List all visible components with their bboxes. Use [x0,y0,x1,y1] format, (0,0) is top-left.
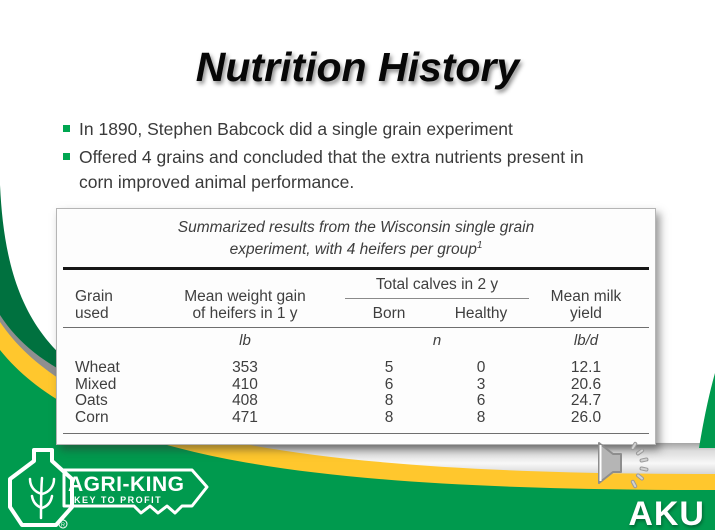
slide-title: Nutrition History [195,44,520,90]
corn-plant-icon [28,476,56,520]
bullet-item: In 1890, Stephen Babcock did a single gr… [63,117,591,142]
cell-grain: Wheat [75,359,120,377]
cell-born: 8 [384,408,394,426]
col-header-born: Born [372,305,406,323]
speaker-icon[interactable] [597,437,655,495]
col-header-healthy: Healthy [454,305,508,323]
cell-healthy: 0 [476,359,486,377]
unit-weight: lb [239,332,251,350]
registered-mark: R [61,523,65,529]
cell-gain: 471 [232,408,258,426]
unit-count: n [432,332,442,350]
cell-gain: 353 [232,359,258,377]
cell-milk: 20.6 [570,375,602,393]
table-caption-line2: experiment, with 4 heifers per group1 [229,239,483,258]
col-header-milk-yield: Mean milk yield [550,287,622,323]
table-row: Mixed 410 6 3 20.6 [69,375,643,394]
cell-gain: 408 [232,392,258,410]
footnote-mark: 1 [476,239,483,251]
table-caption-line1: Summarized results from the Wisconsin si… [177,219,535,236]
table-bottom-rule [63,433,649,435]
col-group-total-calves: Total calves in 2 y Born Healthy [345,272,529,328]
square-bullet-icon [63,125,70,132]
cell-born: 6 [384,375,394,393]
cell-gain: 410 [232,375,258,393]
cell-healthy: 6 [476,392,486,410]
results-table: Summarized results from the Wisconsin si… [56,208,656,445]
logo-tagline: KEY TO PROFIT [74,495,162,505]
cell-healthy: 3 [476,375,486,393]
bullet-item: Offered 4 grains and concluded that the … [63,145,591,195]
cell-milk: 24.7 [570,392,602,410]
agri-king-logo: R AGRI-KING KEY TO PROFIT [8,448,209,529]
bullet-list: In 1890, Stephen Babcock did a single gr… [63,117,591,195]
table-body: Wheat 353 5 0 12.1 Mixed 410 6 3 20.6 Oa… [57,351,655,426]
cell-grain: Oats [75,392,108,410]
table-row: Oats 408 8 6 24.7 [69,393,643,410]
logo-wordmark: AGRI-KING [68,473,185,496]
cell-born: 8 [384,392,394,410]
header-bottom-rule [63,327,649,329]
table-top-rule [63,266,649,270]
bullet-text: Offered 4 grains and concluded that the … [79,146,584,192]
table-caption: Summarized results from the Wisconsin si… [57,209,655,261]
sound-waves-icon [630,441,649,489]
cell-grain: Corn [75,408,109,426]
square-bullet-icon [63,152,70,160]
col-header-grain: Grain used [75,287,113,323]
cell-grain: Mixed [75,375,117,393]
cell-born: 5 [384,359,394,377]
bullet-text: In 1890, Stephen Babcock did a single gr… [79,119,513,139]
brand-code: AKU [628,495,705,530]
table-row: Wheat 353 5 0 12.1 [69,360,643,377]
col-header-weight-gain: Mean weight gain of heifers in 1 y [184,287,306,323]
col-group-label: Total calves in 2 y [345,272,529,300]
table-header: Grain used Mean weight gain of heifers i… [57,270,655,328]
cell-milk: 26.0 [570,408,602,426]
units-row: lb n lb/d [57,328,655,351]
unit-milk: lb/d [573,332,599,350]
cell-healthy: 8 [476,408,486,426]
cell-milk: 12.1 [570,359,602,377]
table-row: Corn 471 8 8 26.0 [69,408,643,427]
